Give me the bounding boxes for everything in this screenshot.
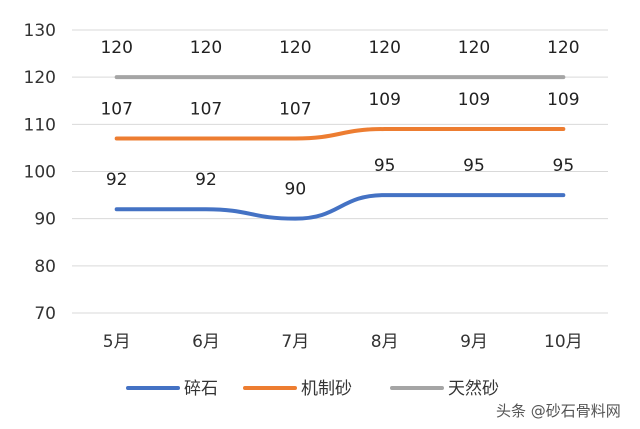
- legend-label-1: 机制砂: [301, 379, 352, 399]
- legend-label-0: 碎石: [184, 379, 218, 399]
- data-label: 120: [190, 38, 222, 58]
- x-tick-label: 10月: [544, 332, 583, 352]
- data-label: 120: [458, 38, 490, 58]
- x-tick-label: 6月: [192, 332, 220, 352]
- data-label: 92: [106, 170, 128, 190]
- data-label: 95: [553, 156, 575, 176]
- data-label: 95: [374, 156, 396, 176]
- x-axis-ticks: 5月 6月 7月 8月 9月 10月: [103, 332, 583, 352]
- x-tick-label: 9月: [460, 332, 488, 352]
- legend-label-2: 天然砂: [448, 379, 499, 399]
- data-label: 107: [100, 99, 132, 119]
- data-label: 120: [279, 38, 311, 58]
- series-lines: [114, 75, 566, 221]
- y-tick-label: 80: [34, 257, 56, 277]
- data-label: 92: [195, 170, 217, 190]
- data-label: 107: [279, 99, 311, 119]
- data-label: 109: [458, 90, 490, 110]
- legend: 碎石 机制砂 天然砂: [126, 379, 499, 399]
- y-axis-ticks: 70 80 90 100 110 120 130: [24, 21, 56, 324]
- data-label: 109: [547, 90, 579, 110]
- gridlines: [72, 29, 608, 314]
- y-tick-label: 70: [34, 304, 56, 324]
- y-tick-label: 90: [34, 210, 56, 230]
- series-line-0: [114, 193, 566, 221]
- y-tick-label: 120: [24, 68, 56, 88]
- y-tick-label: 100: [24, 163, 56, 183]
- watermark-text: 头条 @砂石骨料网: [496, 402, 621, 420]
- data-label: 109: [368, 90, 400, 110]
- data-label: 95: [463, 156, 485, 176]
- y-tick-label: 110: [24, 115, 56, 135]
- data-labels: 92 92 90 95 95 95 107 107 107 109 109 109 120 120 120 1…: [100, 38, 579, 200]
- data-label: 90: [285, 180, 307, 200]
- x-tick-label: 8月: [371, 332, 399, 352]
- x-tick-label: 7月: [281, 332, 309, 352]
- series-line-1: [114, 127, 566, 141]
- data-label: 120: [547, 38, 579, 58]
- y-tick-label: 130: [24, 21, 56, 41]
- data-label: 107: [190, 99, 222, 119]
- data-label: 120: [100, 38, 132, 58]
- x-tick-label: 5月: [103, 332, 131, 352]
- data-label: 120: [368, 38, 400, 58]
